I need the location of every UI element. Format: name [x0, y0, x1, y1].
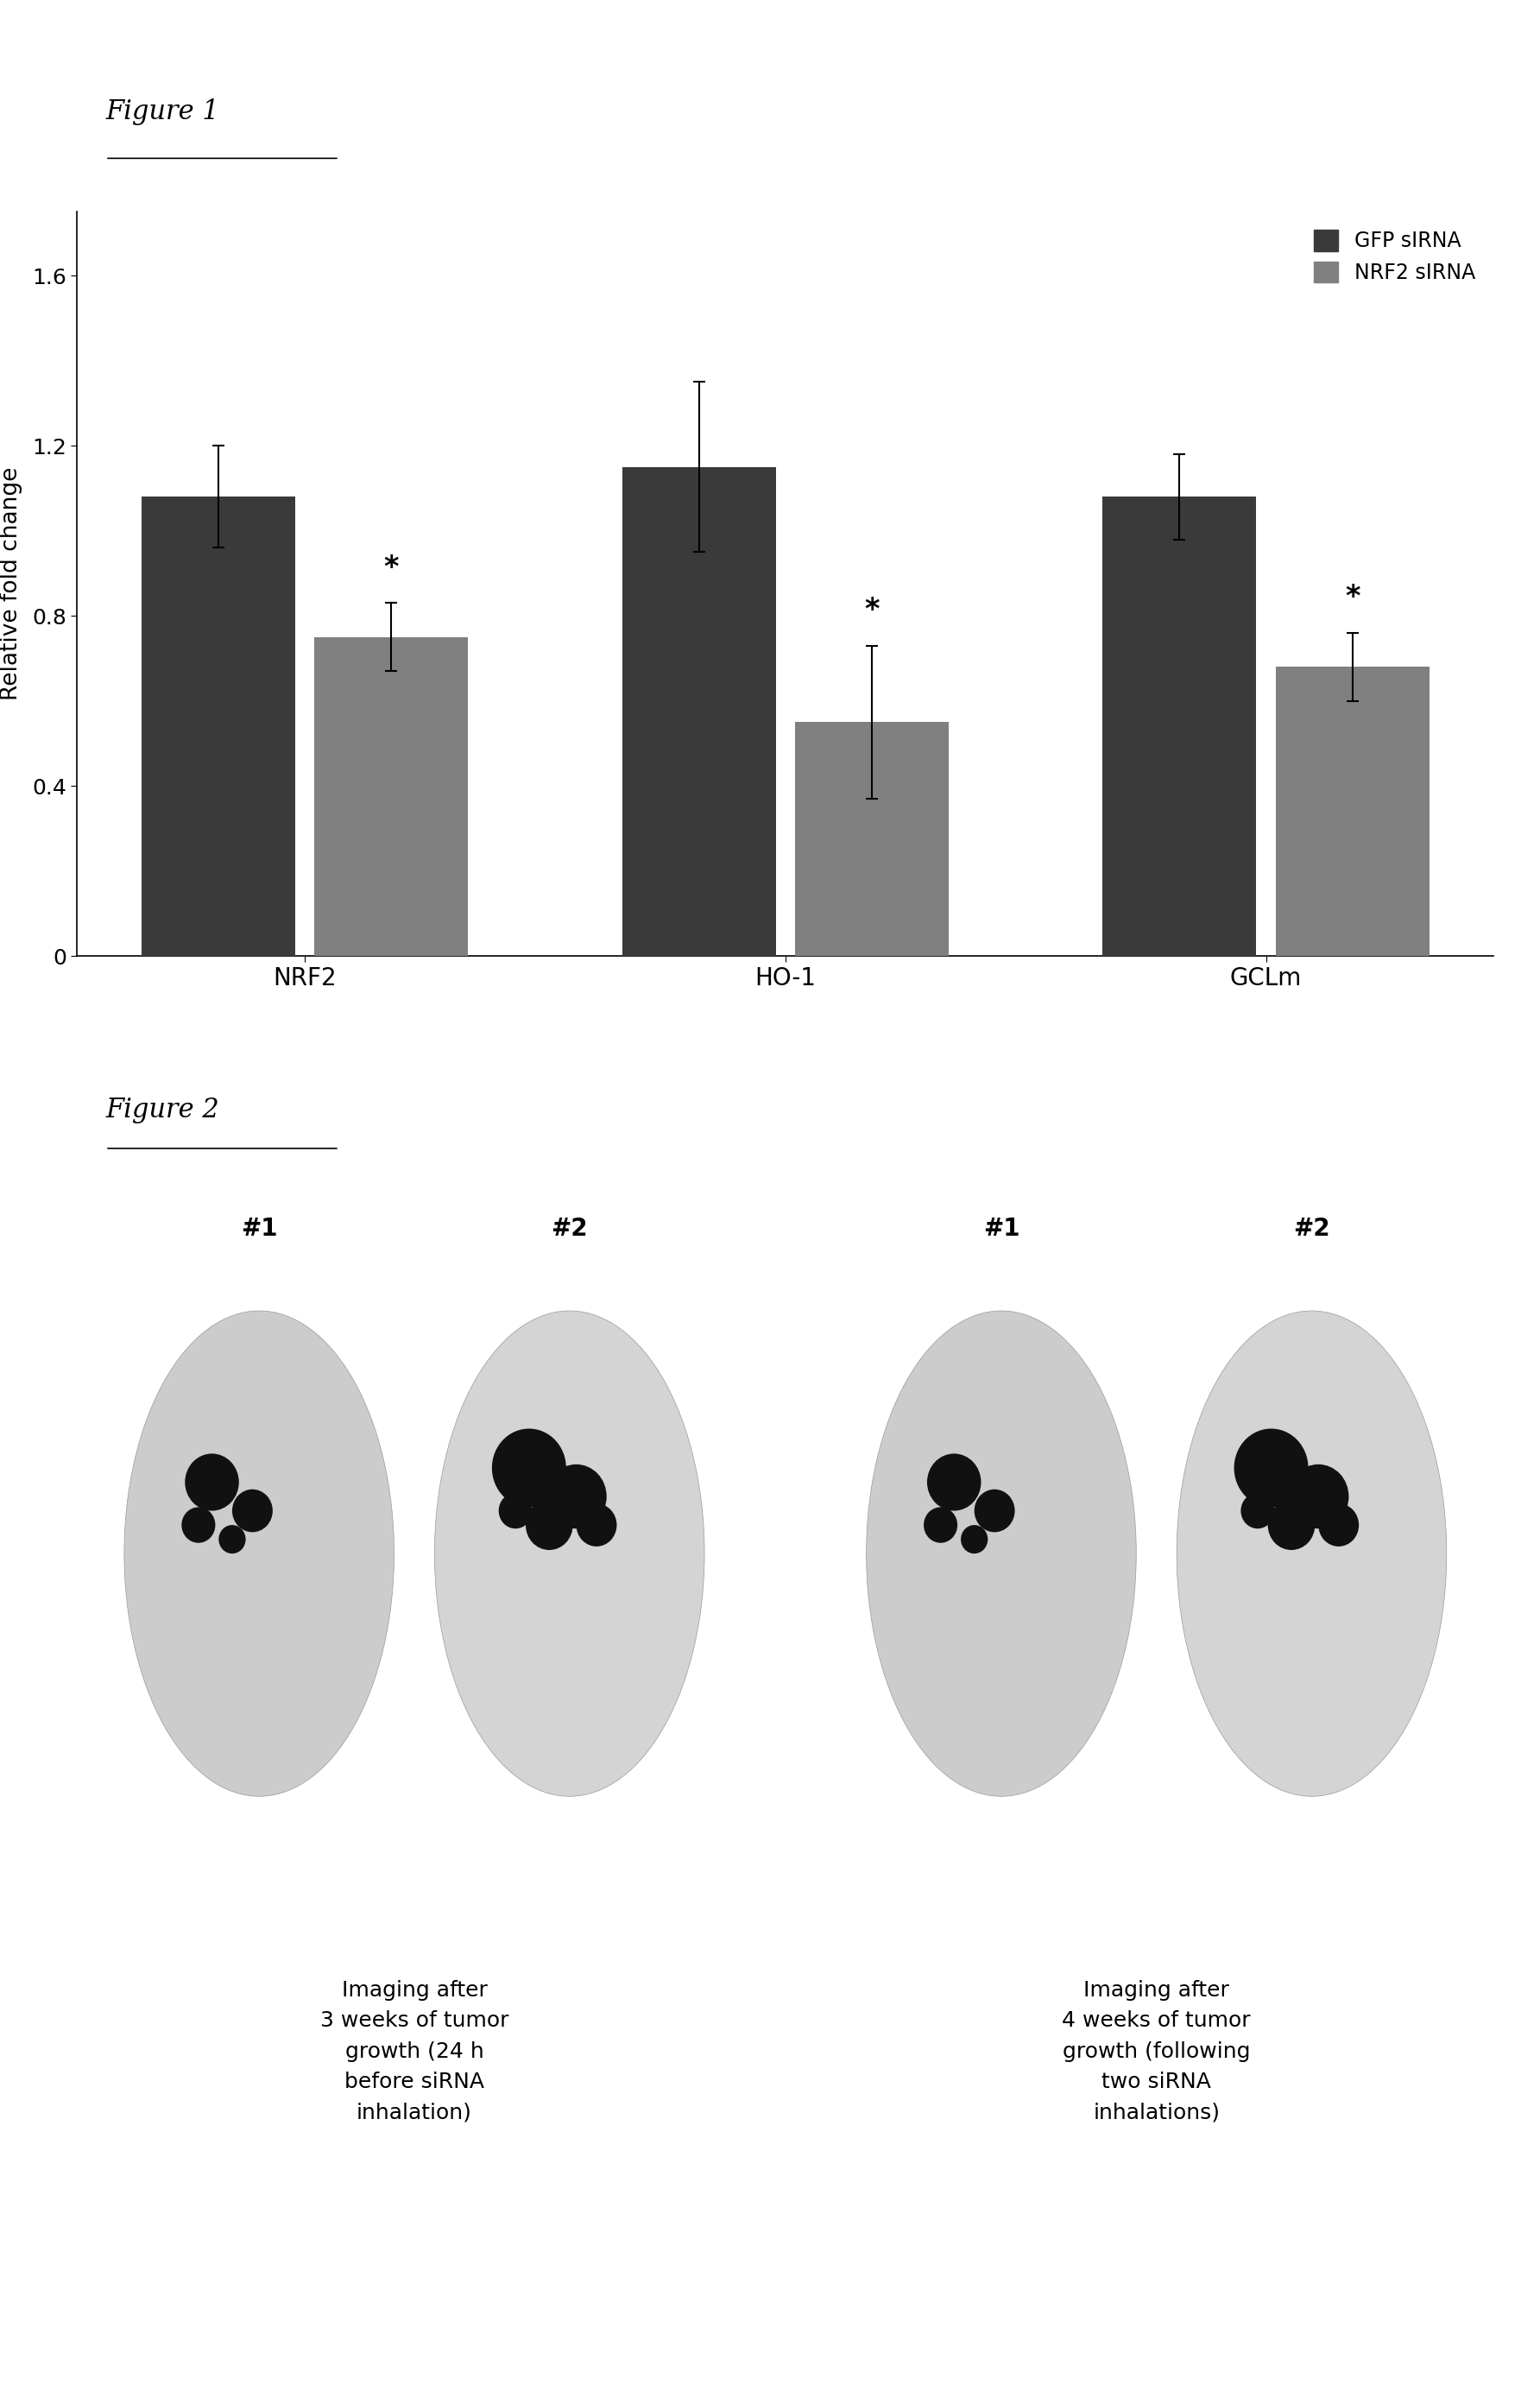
Text: *: *	[383, 553, 399, 582]
Circle shape	[233, 1488, 273, 1531]
Circle shape	[1234, 1429, 1309, 1507]
Text: Figure 2: Figure 2	[105, 1097, 219, 1123]
Text: Imaging after
3 weeks of tumor
growth (24 h
before siRNA
inhalation): Imaging after 3 weeks of tumor growth (2…	[320, 1980, 508, 2123]
Bar	[314, 637, 468, 956]
Bar	[1275, 668, 1429, 956]
Circle shape	[182, 1507, 216, 1543]
Circle shape	[975, 1488, 1015, 1531]
Circle shape	[1318, 1503, 1358, 1545]
Ellipse shape	[867, 1312, 1137, 1796]
Text: #2: #2	[1294, 1216, 1331, 1240]
Circle shape	[491, 1429, 567, 1507]
Bar	[1103, 496, 1257, 956]
Text: *: *	[1344, 584, 1360, 611]
Circle shape	[545, 1464, 607, 1529]
Circle shape	[927, 1452, 981, 1510]
Text: siGFP: siGFP	[217, 1863, 274, 1879]
Ellipse shape	[1177, 1312, 1446, 1796]
Circle shape	[1241, 1493, 1275, 1529]
Text: Figure 1: Figure 1	[105, 98, 219, 124]
Circle shape	[185, 1452, 239, 1510]
Y-axis label: Relative fold change: Relative fold change	[0, 467, 23, 701]
Circle shape	[525, 1500, 573, 1550]
Legend: GFP sIRNA, NRF2 sIRNA: GFP sIRNA, NRF2 sIRNA	[1306, 222, 1483, 291]
Text: *: *	[864, 596, 879, 625]
Bar	[795, 723, 949, 956]
Text: #1: #1	[983, 1216, 1019, 1240]
Circle shape	[219, 1524, 246, 1553]
Text: siGFP: siGFP	[959, 1863, 1016, 1879]
Circle shape	[576, 1503, 616, 1545]
Text: #2: #2	[551, 1216, 588, 1240]
Circle shape	[1267, 1500, 1315, 1550]
Ellipse shape	[125, 1312, 394, 1796]
Circle shape	[961, 1524, 987, 1553]
Text: siNRF2: siNRF2	[534, 1863, 605, 1879]
Text: Imaging after
4 weeks of tumor
growth (following
two siRNA
inhalations): Imaging after 4 weeks of tumor growth (f…	[1063, 1980, 1250, 2123]
Bar	[622, 467, 776, 956]
Text: siNRF2: siNRF2	[1277, 1863, 1348, 1879]
Circle shape	[924, 1507, 958, 1543]
Text: #1: #1	[240, 1216, 277, 1240]
Circle shape	[1287, 1464, 1349, 1529]
Bar	[142, 496, 296, 956]
Ellipse shape	[434, 1312, 704, 1796]
Circle shape	[499, 1493, 533, 1529]
